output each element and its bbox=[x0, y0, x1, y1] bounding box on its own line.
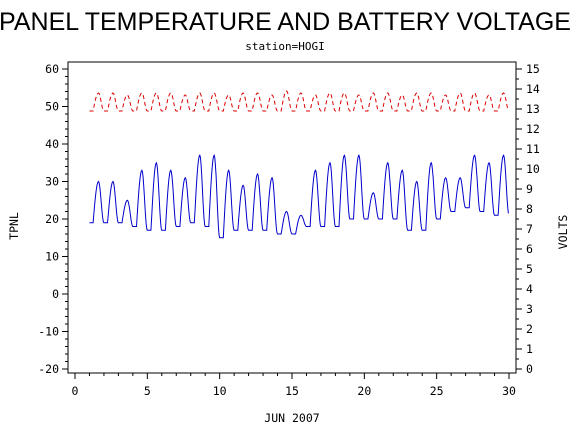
temperature-series-line bbox=[89, 154, 509, 239]
y-left-tick-label: -10 bbox=[38, 325, 59, 339]
y-left-tick-label: 50 bbox=[45, 100, 59, 114]
y-right-tick-label: 0 bbox=[526, 362, 533, 376]
y-right-tick-label: 4 bbox=[526, 282, 533, 296]
y-right-tick-label: 15 bbox=[526, 62, 540, 76]
y-right-tick-label: 6 bbox=[526, 242, 533, 256]
x-tick-label: 25 bbox=[430, 384, 444, 398]
y-right-tick-label: 8 bbox=[526, 202, 533, 216]
y-left-tick-label: 10 bbox=[45, 250, 59, 264]
y-right-tick-label: 14 bbox=[526, 82, 540, 96]
x-axis-label: JUN 2007 bbox=[264, 411, 319, 425]
tick-labels: 0 5 10 15 20 25 30-20-100102030405060012345678… bbox=[38, 62, 540, 398]
x-tick-label: 10 bbox=[213, 384, 227, 398]
y-right-tick-label: 11 bbox=[526, 142, 540, 156]
voltage-series-line bbox=[89, 90, 509, 112]
y-left-tick-label: 20 bbox=[45, 212, 59, 226]
y-right-tick-label: 10 bbox=[526, 162, 540, 176]
x-tick-label: 20 bbox=[357, 384, 371, 398]
axis-ticks bbox=[62, 68, 522, 379]
y-right-tick-label: 5 bbox=[526, 262, 533, 276]
y-left-tick-label: -20 bbox=[38, 362, 59, 376]
y-left-tick-label: 60 bbox=[45, 62, 59, 76]
y-right-tick-label: 12 bbox=[526, 122, 540, 136]
y-right-tick-label: 3 bbox=[526, 302, 533, 316]
y-right-tick-label: 9 bbox=[526, 182, 533, 196]
series-layer bbox=[89, 90, 509, 239]
y-right-tick-label: 2 bbox=[526, 322, 533, 336]
x-tick-label: 5 bbox=[144, 384, 151, 398]
x-tick-label: 0 bbox=[72, 384, 79, 398]
y-axis-label-left: TPNL bbox=[7, 212, 21, 240]
chart-title: PANEL TEMPERATURE AND BATTERY VOLTAGE bbox=[0, 8, 570, 36]
y-right-tick-label: 13 bbox=[526, 102, 540, 116]
y-left-tick-label: 30 bbox=[45, 175, 59, 189]
x-tick-label: 30 bbox=[502, 384, 516, 398]
y-right-tick-label: 7 bbox=[526, 222, 533, 236]
chart-subtitle: station=HOGI bbox=[245, 40, 324, 53]
y-left-tick-label: 0 bbox=[52, 287, 59, 301]
y-right-tick-label: 1 bbox=[526, 342, 533, 356]
x-tick-label: 15 bbox=[285, 384, 299, 398]
y-axis-label-right: VOLTS bbox=[556, 215, 570, 250]
y-left-tick-label: 40 bbox=[45, 137, 59, 151]
plot-frame bbox=[67, 61, 517, 374]
